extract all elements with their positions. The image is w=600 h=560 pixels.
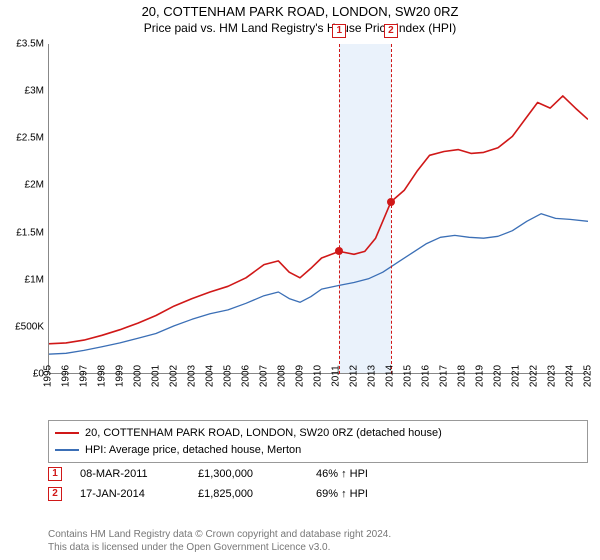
y-tick-label: £2M xyxy=(0,180,44,191)
x-tick-label: 2019 xyxy=(475,365,486,387)
series-hpi xyxy=(48,214,588,355)
plot-area: 12 xyxy=(48,44,588,374)
sale-point-icon xyxy=(335,247,343,255)
sale-row: 2 17-JAN-2014 £1,825,000 69% ↑ HPI xyxy=(48,484,588,504)
legend-label: 20, COTTENHAM PARK ROAD, LONDON, SW20 0R… xyxy=(85,425,442,442)
sale-marker-icon: 2 xyxy=(48,487,62,501)
legend-label: HPI: Average price, detached house, Mert… xyxy=(85,442,301,459)
x-tick-label: 2002 xyxy=(169,365,180,387)
legend-item: 20, COTTENHAM PARK ROAD, LONDON, SW20 0R… xyxy=(55,425,581,442)
sale-hpi: 69% ↑ HPI xyxy=(316,488,416,500)
x-tick-label: 2007 xyxy=(259,365,270,387)
chart-title: 20, COTTENHAM PARK ROAD, LONDON, SW20 0R… xyxy=(0,0,600,21)
x-tick-label: 2014 xyxy=(385,365,396,387)
legend-swatch xyxy=(55,432,79,434)
x-axis: 1995199619971998199920002001200220032004… xyxy=(48,374,588,414)
footer-attribution: Contains HM Land Registry data © Crown c… xyxy=(48,528,588,554)
footer-line: This data is licensed under the Open Gov… xyxy=(48,541,588,554)
x-tick-label: 2021 xyxy=(511,365,522,387)
x-tick-label: 1999 xyxy=(115,365,126,387)
x-tick-label: 2011 xyxy=(331,365,342,387)
sale-date: 08-MAR-2011 xyxy=(80,468,180,480)
x-tick-label: 1997 xyxy=(79,365,90,387)
y-tick-label: £3M xyxy=(0,86,44,97)
y-axis: £0£500K£1M£1.5M£2M£2.5M£3M£3.5M xyxy=(0,44,46,374)
x-tick-label: 2018 xyxy=(457,365,468,387)
y-tick-label: £3.5M xyxy=(0,39,44,50)
legend-box: 20, COTTENHAM PARK ROAD, LONDON, SW20 0R… xyxy=(48,420,588,463)
sale-vline xyxy=(391,44,392,374)
x-tick-label: 1998 xyxy=(97,365,108,387)
x-tick-label: 2008 xyxy=(277,365,288,387)
x-tick-label: 1996 xyxy=(61,365,72,387)
x-tick-label: 2006 xyxy=(241,365,252,387)
x-tick-label: 2009 xyxy=(295,365,306,387)
sale-date: 17-JAN-2014 xyxy=(80,488,180,500)
x-tick-label: 2010 xyxy=(313,365,324,387)
sale-marker-icon: 1 xyxy=(332,24,346,38)
chart-container: { "title": "20, COTTENHAM PARK ROAD, LON… xyxy=(0,0,600,560)
sale-marker-icon: 1 xyxy=(48,467,62,481)
y-tick-label: £2.5M xyxy=(0,133,44,144)
x-tick-label: 2000 xyxy=(133,365,144,387)
x-tick-label: 2023 xyxy=(547,365,558,387)
sale-table: 1 08-MAR-2011 £1,300,000 46% ↑ HPI 2 17-… xyxy=(48,464,588,504)
chart-subtitle: Price paid vs. HM Land Registry's House … xyxy=(0,21,600,37)
sale-price: £1,300,000 xyxy=(198,468,298,480)
y-tick-label: £0 xyxy=(0,369,44,380)
y-axis-line xyxy=(48,44,49,374)
x-tick-label: 2001 xyxy=(151,365,162,387)
x-tick-label: 2022 xyxy=(529,365,540,387)
x-tick-label: 2020 xyxy=(493,365,504,387)
x-tick-label: 2003 xyxy=(187,365,198,387)
x-tick-label: 2015 xyxy=(403,365,414,387)
sale-price: £1,825,000 xyxy=(198,488,298,500)
plot-svg xyxy=(48,44,588,374)
y-tick-label: £1M xyxy=(0,274,44,285)
sale-point-icon xyxy=(387,198,395,206)
x-tick-label: 2025 xyxy=(583,365,594,387)
legend-swatch xyxy=(55,449,79,451)
x-tick-label: 2017 xyxy=(439,365,450,387)
footer-line: Contains HM Land Registry data © Crown c… xyxy=(48,528,588,541)
legend-item: HPI: Average price, detached house, Mert… xyxy=(55,442,581,459)
sale-vline xyxy=(339,44,340,374)
series-price_paid xyxy=(48,96,588,344)
x-tick-label: 2004 xyxy=(205,365,216,387)
x-tick-label: 2005 xyxy=(223,365,234,387)
x-tick-label: 2012 xyxy=(349,365,360,387)
x-tick-label: 2013 xyxy=(367,365,378,387)
y-tick-label: £1.5M xyxy=(0,227,44,238)
sale-hpi: 46% ↑ HPI xyxy=(316,468,416,480)
x-tick-label: 2016 xyxy=(421,365,432,387)
x-tick-label: 2024 xyxy=(565,365,576,387)
y-tick-label: £500K xyxy=(0,321,44,332)
sale-row: 1 08-MAR-2011 £1,300,000 46% ↑ HPI xyxy=(48,464,588,484)
x-tick-label: 1995 xyxy=(43,365,54,387)
sale-marker-icon: 2 xyxy=(384,24,398,38)
